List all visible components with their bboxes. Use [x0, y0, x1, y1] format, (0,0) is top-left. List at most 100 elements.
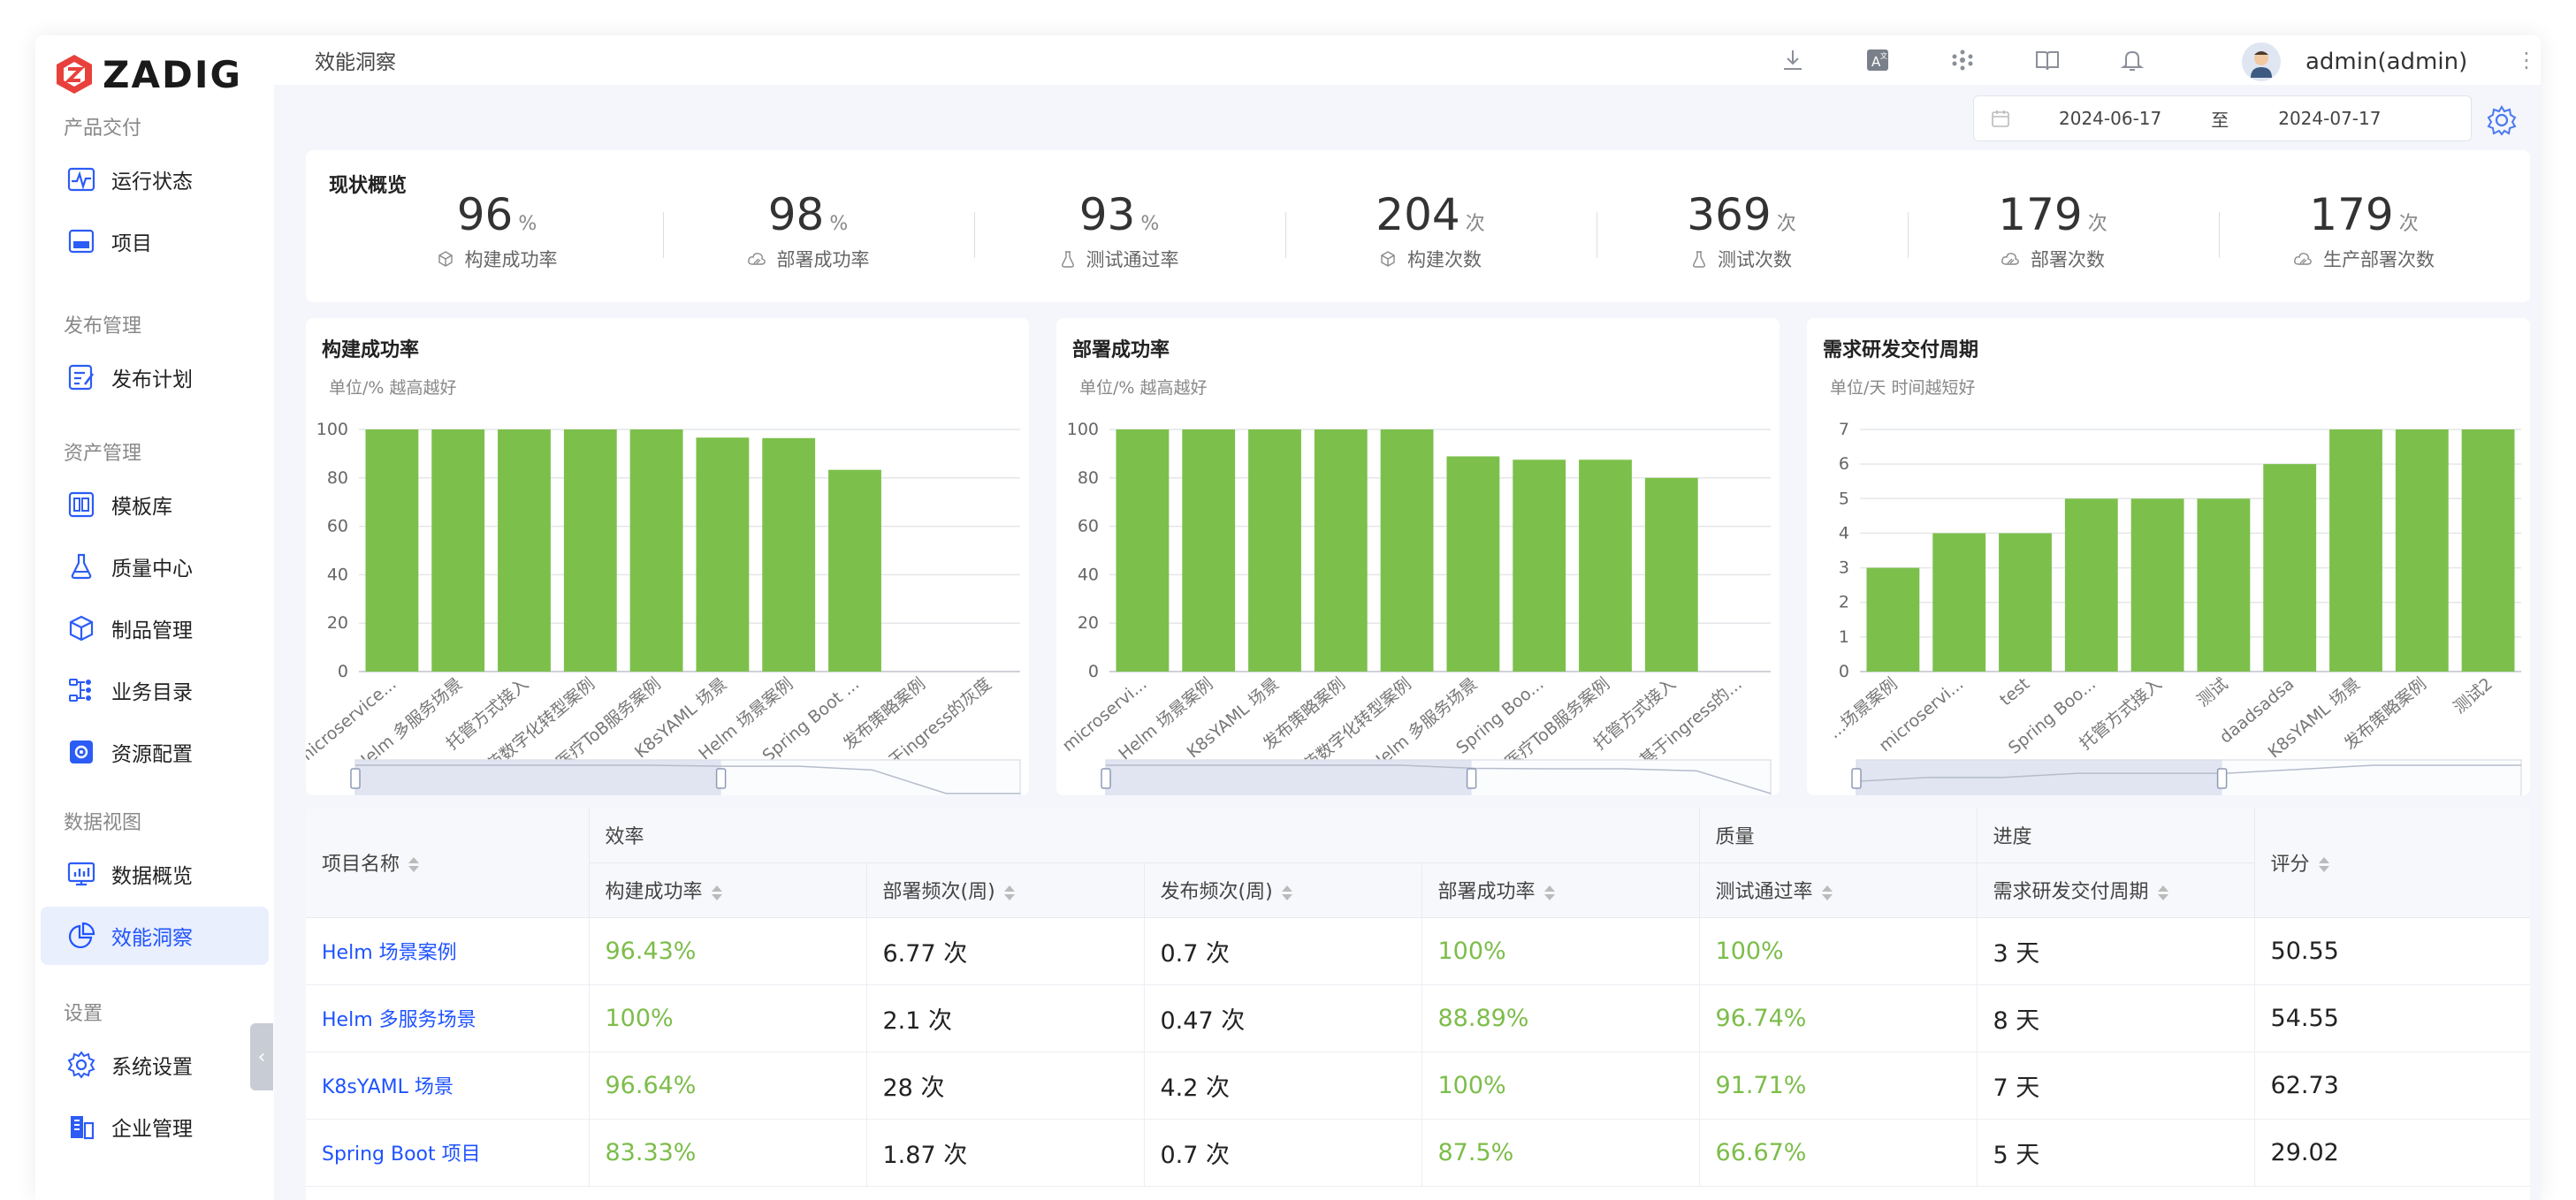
sidebar-item-catalog[interactable]: 业务目录: [41, 661, 269, 719]
zoom-handle[interactable]: [1466, 768, 1477, 789]
bar[interactable]: [1999, 533, 2052, 672]
nav-group-label: 发布管理: [64, 315, 142, 338]
y-tick-label: 20: [1078, 613, 1099, 633]
bar[interactable]: [2461, 429, 2515, 672]
sidebar-item-project[interactable]: 项目: [41, 212, 269, 270]
sidebar-item-insight[interactable]: 效能洞察: [41, 907, 269, 965]
sidebar-item-data-overview[interactable]: 数据概览: [41, 845, 269, 903]
sort-icon[interactable]: [1543, 885, 1555, 900]
bar[interactable]: [828, 469, 881, 672]
sort-icon[interactable]: [408, 857, 420, 873]
bar[interactable]: [1446, 456, 1500, 672]
bar[interactable]: [762, 437, 816, 672]
chart-card-build-rate: 构建成功率 单位/% 越高越好 0 20 40 60 80 100 microservice…: [306, 318, 1029, 795]
bar[interactable]: [498, 429, 551, 672]
sidebar-item-system-settings[interactable]: 系统设置: [41, 1036, 269, 1094]
sidebar-item-template[interactable]: 模板库: [41, 475, 269, 534]
bar[interactable]: [2329, 429, 2382, 672]
bar[interactable]: [1644, 477, 1698, 672]
plugin-icon[interactable]: [1947, 44, 1978, 76]
header-release-freq[interactable]: 发布频次(周): [1144, 862, 1422, 918]
bar[interactable]: [431, 429, 485, 672]
header-project-name[interactable]: 项目名称: [306, 808, 590, 918]
sort-icon[interactable]: [711, 885, 722, 900]
y-tick-label: 0: [1839, 662, 1849, 681]
sidebar-item-status[interactable]: 运行状态: [41, 150, 269, 209]
bar[interactable]: [1314, 429, 1368, 672]
project-name-link[interactable]: Helm 多服务场景: [306, 984, 590, 1052]
bar[interactable]: [2130, 498, 2184, 672]
cell-test-rate: 91.71%: [1699, 1052, 1978, 1120]
stat-label: 生产部署次数: [2323, 249, 2435, 270]
zoom-handle[interactable]: [1851, 768, 1862, 789]
project-name-link[interactable]: K8sYAML 场景: [306, 1052, 590, 1120]
sort-icon[interactable]: [2318, 857, 2329, 873]
cell-deploy-rate: 100%: [1421, 1052, 1700, 1120]
header-score[interactable]: 评分: [2254, 808, 2530, 918]
table-row: Helm 场景案例 96.43% 6.77 次 0.7 次 100% 100% 3 天 50.…: [306, 917, 2530, 985]
stat-value: 204: [1376, 189, 1460, 240]
stat-value: 179: [1998, 189, 2083, 240]
bar[interactable]: [1116, 429, 1170, 672]
bar[interactable]: [1866, 567, 1920, 672]
bar[interactable]: [1513, 459, 1566, 672]
bar[interactable]: [1182, 429, 1236, 672]
header-test-rate[interactable]: 测试通过率: [1699, 862, 1978, 918]
header-lead-time[interactable]: 需求研发交付周期: [1977, 862, 2255, 918]
bell-icon[interactable]: [2116, 44, 2148, 76]
resource-gear-icon: [65, 736, 97, 768]
sidebar-item-release-plan[interactable]: 发布计划: [41, 348, 269, 406]
header-group-efficiency: 效率: [589, 808, 1700, 863]
bar[interactable]: [2263, 464, 2317, 672]
start-date[interactable]: 2024-06-17: [2059, 108, 2162, 129]
bar[interactable]: [2064, 498, 2118, 672]
cube-icon: [437, 250, 460, 268]
sort-icon[interactable]: [1281, 885, 1292, 900]
zoom-slider-selection[interactable]: [1856, 760, 2222, 795]
header-deploy-freq[interactable]: 部署频次(周): [866, 862, 1145, 918]
bar[interactable]: [1380, 429, 1434, 672]
sidebar-item-quality[interactable]: 质量中心: [41, 537, 269, 596]
bar[interactable]: [1932, 533, 1986, 672]
bar[interactable]: [1579, 459, 1632, 672]
stat-value: 179: [2309, 189, 2394, 240]
logo[interactable]: ZADIG: [55, 48, 242, 101]
chart-settings-icon[interactable]: [2484, 103, 2519, 138]
bar[interactable]: [696, 437, 750, 672]
bar[interactable]: [1248, 429, 1301, 672]
chart-title: 部署成功率: [1072, 339, 1170, 361]
date-range-picker[interactable]: 2024-06-17 至 2024-07-17: [1973, 95, 2472, 141]
cell-build-rate: 96.43%: [589, 917, 867, 985]
header-deploy-rate[interactable]: 部署成功率: [1421, 862, 1700, 918]
docs-book-icon[interactable]: [2031, 44, 2063, 76]
bar[interactable]: [563, 429, 617, 672]
sort-icon[interactable]: [1821, 885, 1833, 900]
project-name-link[interactable]: Spring Boot 项目: [306, 1119, 590, 1187]
bar[interactable]: [2395, 429, 2449, 672]
zoom-handle[interactable]: [350, 768, 361, 789]
sort-icon[interactable]: [1003, 885, 1015, 900]
header-build-rate[interactable]: 构建成功率: [589, 862, 867, 918]
bar[interactable]: [629, 429, 683, 672]
zoom-handle[interactable]: [2216, 768, 2228, 789]
sidebar-item-resource[interactable]: 资源配置: [41, 723, 269, 781]
bar[interactable]: [2197, 498, 2251, 672]
user-menu[interactable]: admin(admin): [2242, 42, 2467, 81]
download-icon[interactable]: [1777, 44, 1809, 76]
y-tick-label: 60: [1078, 517, 1099, 536]
more-vertical-icon[interactable]: ⋮: [2516, 48, 2537, 72]
project-name-link[interactable]: Helm 场景案例: [306, 917, 590, 985]
bar[interactable]: [365, 429, 419, 672]
end-date[interactable]: 2024-07-17: [2278, 108, 2382, 129]
cloud-icon: [2001, 250, 2025, 268]
sort-icon[interactable]: [2157, 885, 2168, 900]
zoom-preview-line: [355, 764, 1020, 794]
sidebar-item-enterprise[interactable]: 企业管理: [41, 1097, 269, 1156]
sidebar-collapse-button[interactable]: ‹: [250, 1023, 273, 1090]
sidebar-item-artifact[interactable]: 制品管理: [41, 599, 269, 657]
zoom-handle[interactable]: [715, 768, 727, 789]
zoom-handle[interactable]: [1101, 768, 1111, 789]
chart-subtitle: 单位/% 越高越好: [1079, 378, 1208, 398]
stat-value: 369: [1687, 189, 1772, 240]
